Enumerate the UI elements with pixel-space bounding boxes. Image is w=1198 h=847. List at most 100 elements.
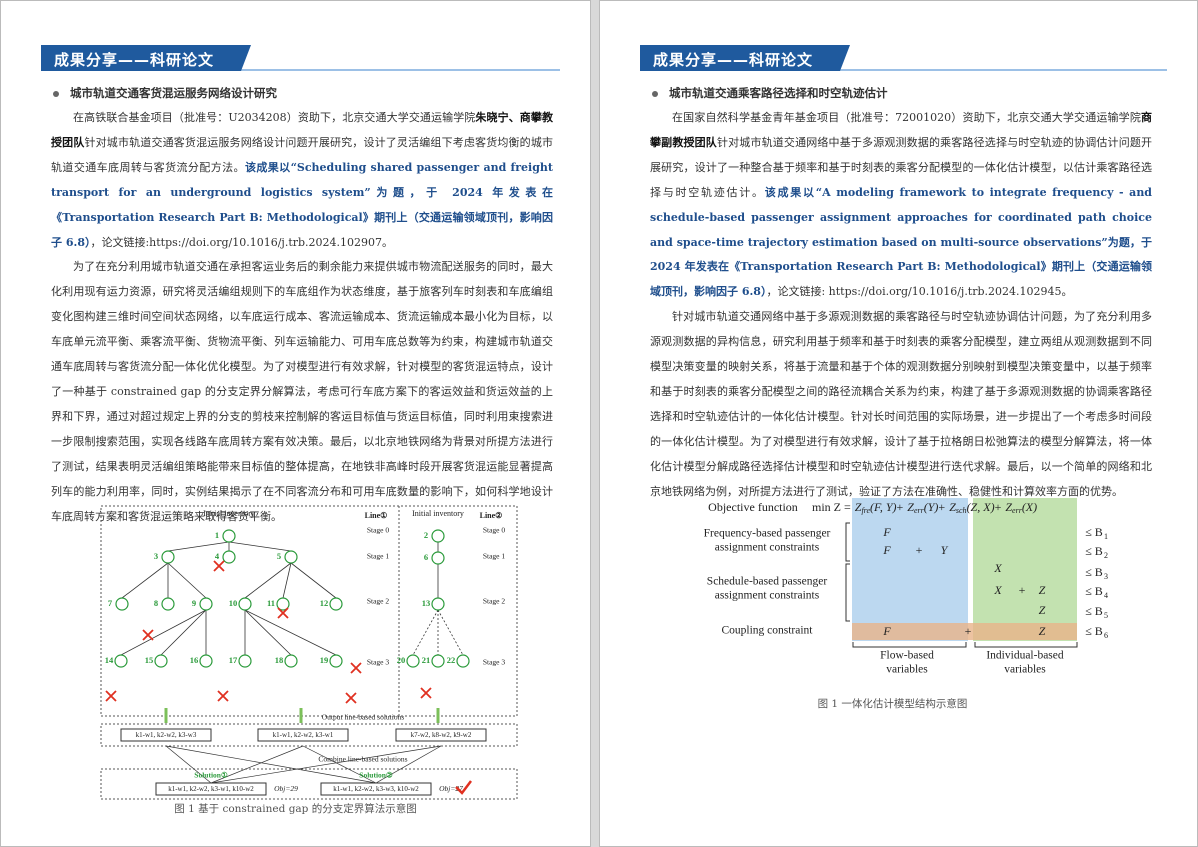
bracket	[852, 642, 1078, 648]
solution-box	[320, 782, 432, 796]
figure-label: 14	[105, 655, 114, 665]
prune-mark	[345, 692, 357, 704]
prune-mark	[420, 687, 432, 699]
figure-label: 16	[190, 655, 199, 665]
tree-edge	[290, 562, 337, 599]
figure-label: Coupling constraint	[721, 625, 813, 637]
tree-node	[238, 654, 252, 668]
figure-label: assignment constraints	[715, 590, 820, 602]
figure-label: X	[993, 583, 1002, 597]
figure-label: Stage 1	[483, 552, 506, 561]
figure-label: Stage 3	[367, 658, 390, 667]
text-run: 针对城市轨道交通网络中基于多源观测数据的乘客路径选择与时空轨迹的协调估计问题开展…	[650, 135, 1153, 199]
prune-mark	[277, 607, 289, 619]
figure-label: 20	[397, 655, 406, 665]
banner-shape	[41, 45, 251, 71]
text-run: ，论文链接: https://doi.org/10.1016/j.trb.202…	[766, 285, 1073, 299]
tree-node	[222, 529, 236, 543]
tree-node	[431, 551, 445, 565]
tree-node	[238, 597, 252, 611]
figure-label: F	[882, 543, 891, 557]
figure-label: ≤ B	[1085, 624, 1103, 638]
tree-edge	[167, 541, 230, 552]
banner-title: 成果分享——科研论文	[54, 51, 215, 69]
combine-edge	[210, 745, 304, 784]
tree-edge	[228, 541, 292, 552]
figure-label: ≤ B	[1085, 565, 1103, 579]
tree-edge	[160, 609, 207, 656]
section-heading: 城市轨道交通客货混运服务网络设计研究	[53, 85, 277, 101]
combine-edge	[165, 745, 377, 784]
tree-node	[456, 654, 470, 668]
figure-label: k1-w1, k2-w2, k3-w3	[136, 731, 197, 739]
figure-label: k1-w1, k2-w2, k3-w1	[273, 731, 334, 739]
figure-label: Z	[1039, 624, 1046, 638]
tree-node	[199, 654, 213, 668]
figure-label: Solution②	[359, 771, 393, 780]
text-run: 该成果以“A modeling framework to integrate f…	[650, 185, 1153, 299]
body-text: 在高铁联合基金项目（批准号：U2034208）资助下，北京交通大学交通运输学院朱…	[51, 106, 553, 529]
tree-edge	[244, 609, 292, 656]
figure-label: variables	[1004, 664, 1046, 676]
coupling-band	[852, 623, 1077, 640]
tree-node	[431, 654, 445, 668]
figure-label: 9	[192, 598, 196, 608]
flow-block	[852, 498, 968, 641]
combine-edge	[210, 745, 442, 784]
term-sub: sch	[956, 506, 967, 515]
figure-label: 12	[320, 598, 329, 608]
term-sub: err	[914, 506, 925, 515]
figure-label: 21	[422, 655, 431, 665]
page: 成果分享——科研论文 城市轨道交通乘客路径选择和时空轨迹估计 在国家自然科学基金青年…	[599, 0, 1198, 847]
solution-box	[257, 728, 349, 742]
figure-label: 2	[424, 530, 428, 540]
figure-label: 4	[215, 551, 220, 561]
output-box	[100, 723, 518, 747]
figure-label: ≤ B	[1085, 544, 1103, 558]
text-run: 针对城市轨道交通客货混运服务网络设计问题开展研究，设计了灵活编组下考虑客货均衡的…	[51, 135, 554, 174]
figure-label: variables	[886, 664, 928, 676]
tree-node	[161, 597, 175, 611]
tree-node	[329, 654, 343, 668]
combine-box	[100, 768, 518, 800]
brace	[845, 563, 850, 622]
text-run: 朱晓宁、商攀教授团队	[51, 111, 553, 149]
tree-edge	[167, 562, 207, 599]
text-run: 针对城市轨道交通网络中基于多源观测数据的乘客路径与时空轨迹协调估计问题，为了充分…	[650, 310, 1152, 498]
figure-label: Stage 1	[367, 552, 390, 561]
figure-label: Z	[1039, 603, 1046, 617]
figure-label: 22	[447, 655, 456, 665]
check-mark	[455, 780, 472, 795]
body-text: 在国家自然科学基金青年基金项目（批准号：72001020）资助下，北京交通大学交…	[650, 106, 1152, 505]
banner-title: 成果分享——科研论文	[653, 51, 814, 69]
figure-label: 8	[154, 598, 158, 608]
figure-label: 3	[154, 551, 158, 561]
tree-node	[222, 550, 236, 564]
tree-node	[284, 550, 298, 564]
figure-label: Stage 2	[483, 597, 506, 606]
tree-edge	[120, 609, 207, 656]
figure-label: Combine line-based solutions	[318, 755, 407, 764]
figure-label: 13	[422, 598, 431, 608]
tree-node	[276, 597, 290, 611]
figure-label: ≤ B	[1085, 525, 1103, 539]
figure-caption: 图 1 一体化估计模型结构示意图	[817, 698, 968, 710]
figure-label: 18	[275, 655, 284, 665]
figure-label: 3	[1104, 572, 1108, 581]
page: 成果分享——科研论文城市轨道交通客货混运服务网络设计研究在高铁联合基金项目（批准…	[0, 0, 591, 847]
figure-label: Schedule-based passenger	[707, 576, 828, 588]
tree-node	[284, 654, 298, 668]
tree-node	[431, 597, 445, 611]
figure-label: 5	[277, 551, 281, 561]
figure-label: Output line-based solutions	[322, 713, 405, 722]
combine-edge	[302, 745, 377, 784]
figure-label: Solution①	[194, 771, 228, 780]
tree-node	[406, 654, 420, 668]
text-run: 商攀副教授团队	[650, 111, 1152, 149]
prune-mark	[213, 560, 225, 572]
figure-label: Z	[1039, 583, 1046, 597]
banner	[41, 45, 560, 71]
text-run: 该成果以“Scheduling shared passenger and fre…	[51, 160, 553, 249]
figure-label: assignment constraints	[715, 542, 820, 554]
